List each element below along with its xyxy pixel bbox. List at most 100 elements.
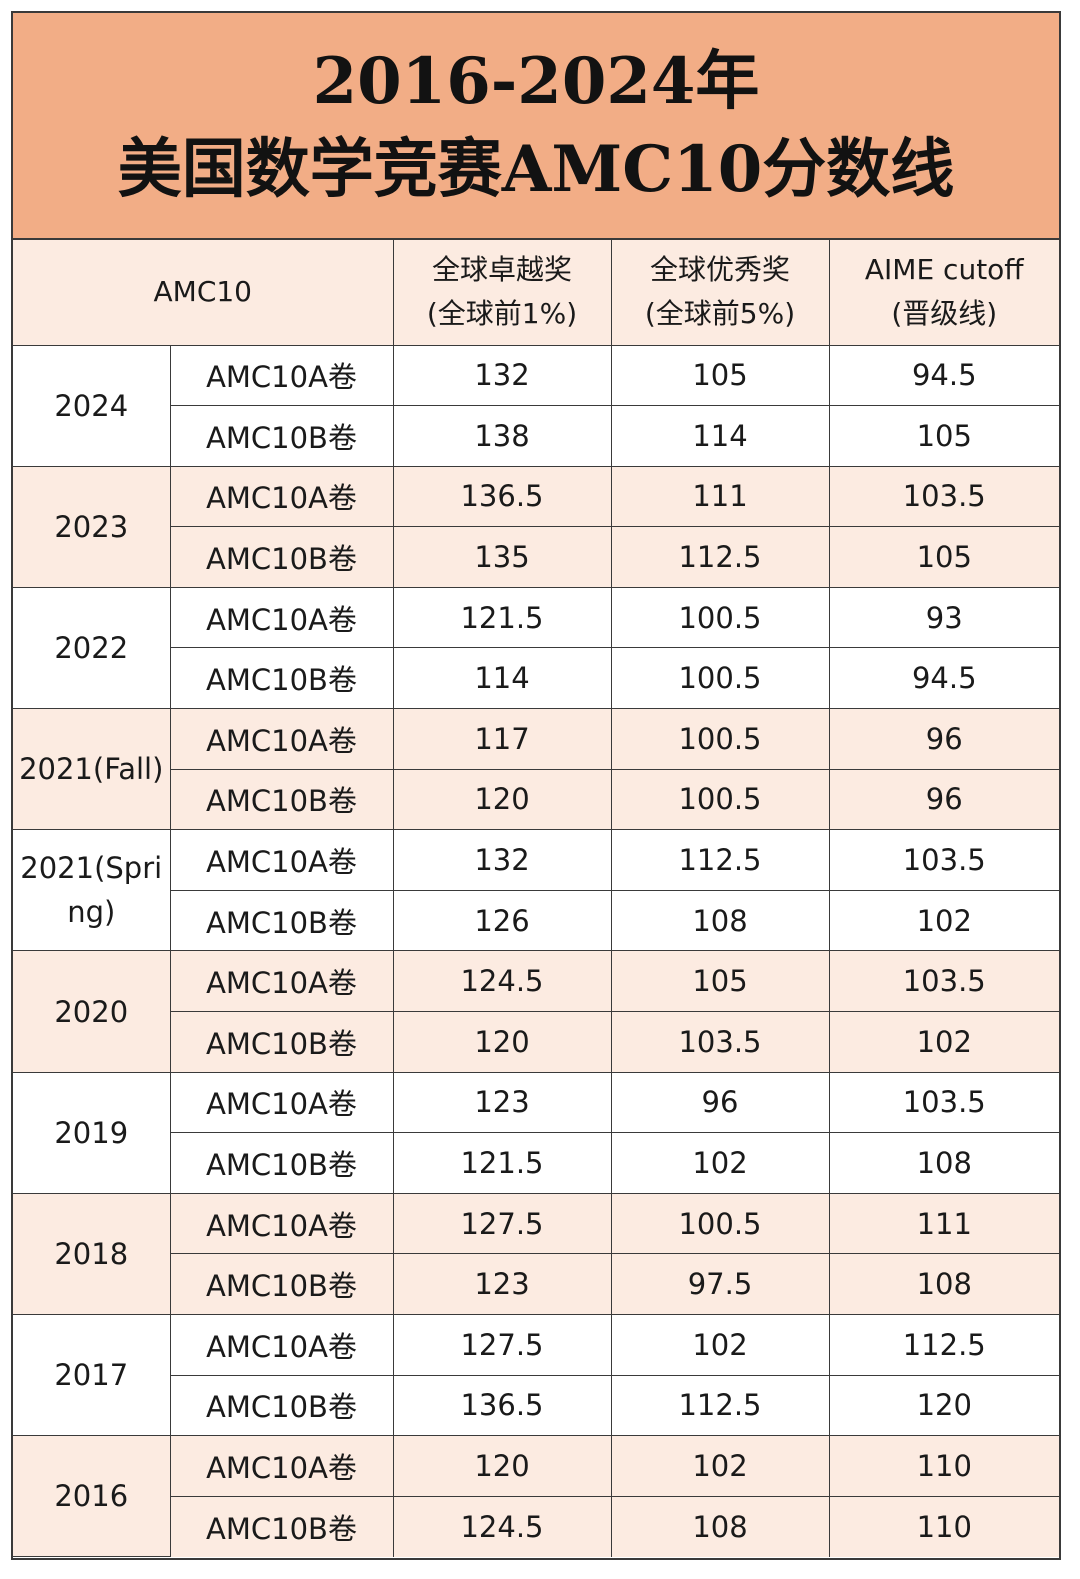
year-cell: 2016 (13, 1435, 171, 1558)
top5-cell: 100.5 (610, 768, 830, 831)
top5-cell: 100.5 (610, 647, 830, 710)
paper-cell: AMC10B卷 (170, 526, 394, 588)
paper-cell: AMC10B卷 (170, 889, 394, 952)
aime-cell: 108 (828, 1132, 1059, 1194)
top5-cell: 100.5 (610, 708, 830, 770)
year-cell: 2024 (13, 344, 171, 467)
top5-cell: 112.5 (610, 829, 830, 891)
top1-cell: 120 (392, 1435, 612, 1497)
aime-cell: 103.5 (828, 465, 1059, 528)
aime-cell: 102 (828, 889, 1059, 952)
score-table-frame: 2016-2024年 美国数学竞赛AMC10分数线 AMC10 全球卓越奖 (全… (11, 11, 1061, 1560)
year-cell: 2022 (13, 586, 171, 710)
top1-cell: 126 (392, 889, 612, 952)
paper-cell: AMC10B卷 (170, 1011, 394, 1073)
table-row: 2016 AMC10A卷 120 102 110 (13, 1435, 1059, 1558)
table-row: 2020 AMC10A卷 124.5 105 103.5 (13, 950, 1059, 1073)
year-cell: 2018 (13, 1192, 171, 1316)
aime-cell: 93 (828, 586, 1059, 649)
top1-cell: 120 (392, 1011, 612, 1073)
table-row: 2021(Fall) AMC10A卷 117 100.5 96 (13, 708, 1059, 831)
aime-cell: 103.5 (828, 1071, 1059, 1134)
year-cell: 2019 (13, 1071, 171, 1194)
table-row: AMC10B卷 120 100.5 96 (13, 768, 1059, 831)
top1-cell: 124.5 (392, 950, 612, 1013)
table-row: AMC10B卷 120 103.5 102 (13, 1011, 1059, 1073)
aime-cell: 120 (828, 1374, 1059, 1437)
top5-cell: 112.5 (610, 526, 830, 588)
aime-cell: 94.5 (828, 647, 1059, 710)
header-line: (全球前5%) (644, 297, 796, 331)
year-cell: 2023 (13, 465, 171, 588)
aime-cell: 110 (828, 1495, 1059, 1557)
aime-cell: 94.5 (828, 344, 1059, 407)
top5-cell: 105 (610, 950, 830, 1013)
top1-cell: 136.5 (392, 465, 612, 528)
top1-cell: 121.5 (392, 586, 612, 649)
score-table: AMC10 全球卓越奖 (全球前1%) 全球优秀奖 (全球前5%) AIME c… (13, 240, 1059, 1558)
aime-cell: 96 (828, 708, 1059, 770)
year-cell: 2021(Fall) (13, 708, 171, 831)
top1-cell: 132 (392, 344, 612, 407)
aime-cell: 111 (828, 1192, 1059, 1255)
table-row: 2018 AMC10A卷 127.5 100.5 111 (13, 1192, 1059, 1316)
aime-cell: 105 (828, 405, 1059, 467)
table-row: 2021(Spring) AMC10A卷 132 112.5 103.5 (13, 829, 1059, 952)
paper-cell: AMC10A卷 (169, 708, 394, 770)
header-line: 全球卓越奖 (431, 253, 572, 287)
aime-cell: 96 (828, 768, 1059, 831)
paper-cell: AMC10A卷 (169, 1314, 394, 1376)
top1-cell: 135 (392, 526, 612, 588)
aime-cell: 103.5 (828, 829, 1059, 891)
top1-cell: 123 (392, 1253, 612, 1315)
top1-cell: 127.5 (392, 1314, 612, 1376)
table-row: AMC10B卷 121.5 102 108 (13, 1132, 1059, 1194)
top5-cell: 108 (610, 1495, 830, 1557)
top1-cell: 121.5 (392, 1132, 612, 1194)
table-row: AMC10B卷 138 114 105 (13, 405, 1059, 467)
top1-cell: 117 (392, 708, 612, 770)
table-row: AMC10B卷 114 100.5 94.5 (13, 647, 1059, 710)
top5-cell: 97.5 (610, 1253, 830, 1315)
table-row: 2017 AMC10A卷 127.5 102 112.5 (13, 1313, 1059, 1437)
header-line: (全球前1%) (426, 297, 578, 331)
aime-cell: 110 (828, 1435, 1059, 1497)
header-row: AMC10 全球卓越奖 (全球前1%) 全球优秀奖 (全球前5%) AIME c… (13, 240, 1059, 346)
top5-cell: 96 (610, 1071, 830, 1134)
aime-cell: 102 (828, 1011, 1059, 1073)
table-body: 2024 AMC10A卷 132 105 94.5 AMC10B卷 138 11… (13, 344, 1059, 1558)
title-line-1: 2016-2024年 (312, 43, 760, 119)
header-aime-cutoff: AIME cutoff (晋级线) (828, 240, 1059, 346)
table-row: AMC10B卷 136.5 112.5 120 (13, 1374, 1059, 1437)
header-top-1-percent: 全球卓越奖 (全球前1%) (392, 240, 612, 346)
year-cell: 2020 (13, 950, 171, 1073)
top5-cell: 102 (610, 1132, 830, 1194)
top5-cell: 100.5 (610, 1192, 830, 1255)
paper-cell: AMC10A卷 (169, 1071, 394, 1134)
top1-cell: 136.5 (392, 1374, 612, 1437)
table-row: 2024 AMC10A卷 132 105 94.5 (13, 344, 1059, 467)
top5-cell: 105 (610, 344, 830, 407)
table-row: 2019 AMC10A卷 123 96 103.5 (13, 1071, 1059, 1194)
table-row: AMC10B卷 135 112.5 105 (13, 526, 1059, 588)
top5-cell: 103.5 (610, 1011, 830, 1073)
top1-cell: 138 (392, 405, 612, 467)
top5-cell: 102 (610, 1314, 830, 1376)
header-line: 全球优秀奖 (649, 253, 790, 287)
paper-cell: AMC10B卷 (170, 405, 394, 467)
paper-cell: AMC10B卷 (170, 1374, 394, 1437)
paper-cell: AMC10A卷 (169, 829, 394, 891)
paper-cell: AMC10B卷 (170, 768, 394, 831)
aime-cell: 112.5 (828, 1314, 1059, 1376)
top5-cell: 114 (610, 405, 830, 467)
title-line-2: 美国数学竞赛AMC10分数线 (117, 131, 955, 207)
table-row: AMC10B卷 124.5 108 110 (13, 1495, 1059, 1557)
paper-cell: AMC10A卷 (169, 344, 394, 407)
top5-cell: 111 (610, 465, 830, 528)
aime-cell: 103.5 (828, 950, 1059, 1013)
top5-cell: 100.5 (610, 586, 830, 649)
top1-cell: 127.5 (392, 1192, 612, 1255)
table-row: AMC10B卷 123 97.5 108 (13, 1253, 1059, 1315)
table-row: AMC10B卷 126 108 102 (13, 889, 1059, 952)
year-cell: 2017 (13, 1313, 171, 1437)
